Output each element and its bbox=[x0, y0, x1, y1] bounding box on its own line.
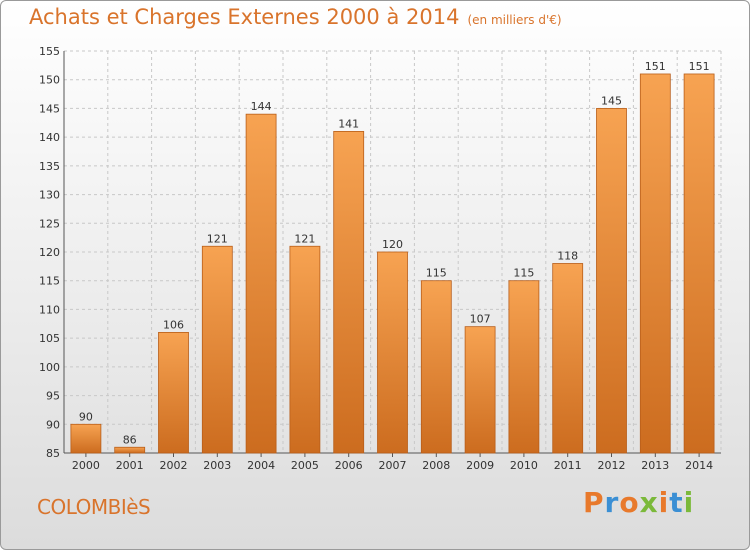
bar-value-label: 145 bbox=[601, 94, 622, 107]
bar bbox=[158, 331, 189, 454]
labels: 90 86 106 121 144 121 141 120 115 107 115 118 145 151… bbox=[79, 60, 710, 446]
bar-value-label: 115 bbox=[426, 267, 447, 280]
bars bbox=[70, 73, 715, 454]
chart-subtitle: (en milliers d'€) bbox=[467, 13, 562, 27]
y-tick-label: 120 bbox=[39, 246, 60, 259]
bar bbox=[245, 113, 277, 454]
bar-value-label: 151 bbox=[645, 60, 666, 73]
bar-value-label: 121 bbox=[294, 232, 315, 245]
bar-value-label: 120 bbox=[382, 238, 403, 251]
bar-value-label: 121 bbox=[207, 232, 228, 245]
proxiti-logo[interactable]: Proxiti bbox=[583, 486, 694, 519]
x-tick-label: 2001 bbox=[116, 459, 144, 472]
logo-letter: x bbox=[639, 486, 659, 519]
chart-title-text: Achats et Charges Externes 2000 à 2014 bbox=[29, 5, 460, 29]
bar-value-label: 86 bbox=[123, 433, 137, 446]
logo-letter: r bbox=[604, 486, 620, 519]
bar bbox=[201, 245, 233, 454]
y-tick-label: 150 bbox=[39, 74, 60, 87]
bar bbox=[552, 263, 584, 454]
x-tick-label: 2009 bbox=[466, 459, 494, 472]
axes: 85 90 95 100 105 110 115 120 125 130 135 140 145 150 1… bbox=[39, 45, 721, 472]
y-tick-label: 145 bbox=[39, 102, 60, 115]
logo-letter: t bbox=[669, 486, 684, 519]
bar bbox=[377, 251, 408, 454]
bar bbox=[464, 326, 496, 454]
bar-value-label: 107 bbox=[470, 313, 491, 326]
y-tick-label: 85 bbox=[46, 447, 60, 460]
y-tick-label: 135 bbox=[39, 160, 60, 173]
bar bbox=[114, 446, 146, 454]
x-tick-label: 2004 bbox=[247, 459, 275, 472]
y-tick-label: 100 bbox=[39, 361, 60, 374]
bar-value-label: 106 bbox=[163, 318, 184, 331]
y-tick-label: 125 bbox=[39, 217, 60, 230]
bar bbox=[70, 423, 102, 454]
bar-value-label: 90 bbox=[79, 410, 93, 423]
y-tick-label: 115 bbox=[39, 275, 60, 288]
y-tick-label: 90 bbox=[46, 418, 60, 431]
y-tick-label: 110 bbox=[39, 303, 60, 316]
logo-letter: P bbox=[583, 486, 605, 519]
logo-letter: i bbox=[683, 486, 695, 519]
chart-title: Achats et Charges Externes 2000 à 2014 (e… bbox=[29, 5, 562, 29]
bar bbox=[683, 73, 715, 454]
bar bbox=[333, 130, 365, 454]
bar bbox=[420, 280, 452, 454]
x-tick-label: 2005 bbox=[291, 459, 319, 472]
bar-value-label: 141 bbox=[338, 117, 359, 130]
y-tick-label: 130 bbox=[39, 189, 60, 202]
y-tick-label: 95 bbox=[46, 390, 60, 403]
bar bbox=[639, 73, 671, 454]
x-tick-label: 2002 bbox=[160, 459, 188, 472]
x-tick-label: 2012 bbox=[598, 459, 626, 472]
y-tick-label: 105 bbox=[39, 332, 60, 345]
bar-value-label: 144 bbox=[251, 100, 272, 113]
x-tick-label: 2000 bbox=[72, 459, 100, 472]
bar bbox=[289, 245, 321, 454]
bar-value-label: 118 bbox=[557, 249, 578, 262]
x-tick-label: 2003 bbox=[203, 459, 231, 472]
bar-value-label: 115 bbox=[513, 267, 534, 280]
bar bbox=[508, 280, 540, 454]
bar bbox=[596, 108, 627, 454]
y-tick-label: 155 bbox=[39, 45, 60, 58]
x-tick-label: 2010 bbox=[510, 459, 538, 472]
x-tick-label: 2014 bbox=[685, 459, 713, 472]
x-tick-label: 2011 bbox=[554, 459, 582, 472]
x-tick-label: 2006 bbox=[335, 459, 363, 472]
bar-value-label: 151 bbox=[689, 60, 710, 73]
logo-letter: o bbox=[619, 486, 640, 519]
x-tick-label: 2013 bbox=[641, 459, 669, 472]
y-tick-label: 140 bbox=[39, 131, 60, 144]
logo-letter: i bbox=[658, 486, 670, 519]
city-name: COLOMBIèS bbox=[37, 495, 151, 519]
x-tick-label: 2007 bbox=[379, 459, 407, 472]
x-tick-label: 2008 bbox=[422, 459, 450, 472]
